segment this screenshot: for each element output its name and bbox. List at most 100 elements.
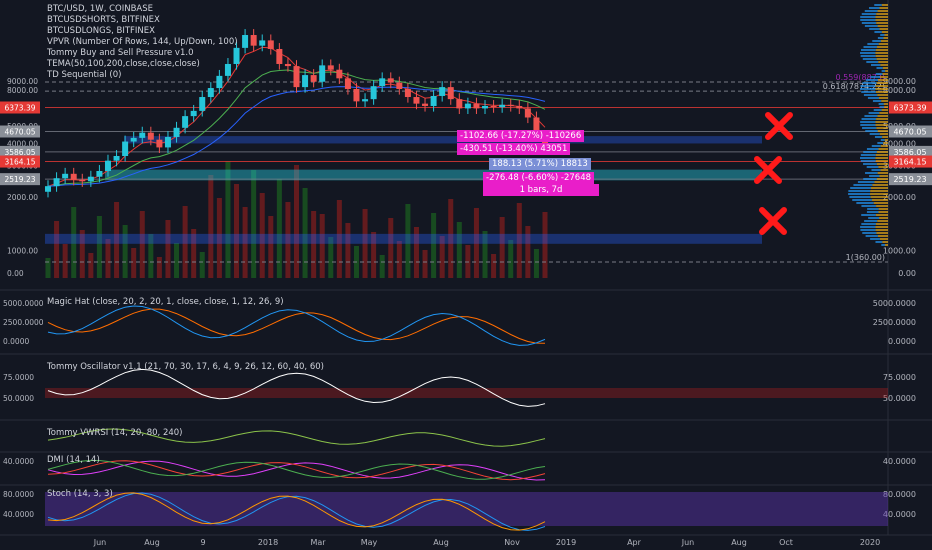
- pane-title-stoch[interactable]: Stoch (14, 3, 3): [47, 489, 113, 499]
- vpvr-bar: [863, 94, 878, 96]
- legend-tema[interactable]: TEMA(50,100,200,close,close,close): [47, 59, 200, 69]
- stoch-line: [47, 492, 546, 531]
- price-axis-label: 0.00: [898, 269, 916, 278]
- vpvr-bar: [879, 112, 888, 114]
- candle-body: [482, 105, 489, 109]
- measure-label-2[interactable]: -430.51 (-13.40%) 43051: [457, 143, 571, 155]
- measure-label-4[interactable]: -276.48 (-6.60%) -27648: [483, 172, 595, 184]
- pane-title-tommy-osc[interactable]: Tommy Oscillator v1.1 (21, 70, 30, 17, 6…: [47, 362, 324, 372]
- vpvr-bar: [878, 61, 888, 63]
- vpvr-bar: [857, 181, 875, 183]
- vpvr-bar: [879, 175, 888, 177]
- vpvr-bar: [870, 190, 888, 192]
- vpvr-bar: [875, 157, 888, 159]
- volume-bar: [533, 249, 539, 278]
- candle-body: [224, 63, 231, 76]
- vpvr-bar: [878, 211, 888, 213]
- candle-body: [156, 139, 163, 148]
- candle-body: [422, 103, 429, 106]
- time-axis-label: Nov: [504, 538, 520, 547]
- pane-title-dmi[interactable]: DMI (14, 14): [47, 455, 100, 465]
- vpvr-bar: [877, 94, 888, 96]
- measure-label-1[interactable]: -1102.66 (-17.27%) -110266: [457, 130, 585, 142]
- volume-bar: [362, 209, 368, 278]
- vpvr-bar: [862, 127, 877, 129]
- vpvr-bar: [861, 214, 876, 216]
- candle-body: [130, 137, 137, 142]
- volume-bar: [156, 257, 162, 278]
- vpvr-bar: [880, 139, 885, 141]
- fib-label: 0.559(8873): [835, 73, 885, 82]
- candle-body: [139, 132, 146, 138]
- vpvr-bar: [875, 55, 888, 57]
- volume-bar: [431, 213, 437, 278]
- candle-body: [387, 78, 394, 83]
- price-tag-label: 3586.05: [893, 148, 926, 157]
- pane-title-magic-hat[interactable]: Magic Hat (close, 20, 2, 20, 1, close, c…: [47, 297, 284, 307]
- legend-longs[interactable]: BTCUSDLONGS, BITFINEX: [47, 26, 155, 36]
- left-axis-label: 8000.00: [7, 86, 38, 95]
- dmi-line: [47, 460, 546, 481]
- left-axis-label: 9000.00: [7, 77, 38, 86]
- pane-axis-label: 50.0000: [883, 394, 916, 403]
- candle-body: [173, 127, 180, 137]
- candle-body: [524, 108, 531, 118]
- volume-bar: [268, 216, 274, 278]
- vpvr-bar: [876, 46, 888, 48]
- stoch-line: [47, 492, 546, 531]
- vpvr-bar: [881, 31, 888, 33]
- pane-axis-label: 2500.0000: [873, 318, 916, 327]
- legend-td[interactable]: TD Sequential (0): [47, 70, 122, 80]
- vpvr-bar: [880, 169, 888, 171]
- vpvr-bar: [860, 85, 876, 87]
- vpvr-bar: [848, 190, 871, 192]
- vpvr-bar: [875, 124, 888, 126]
- time-axis-label: May: [361, 538, 378, 547]
- vpvr-bar: [875, 73, 883, 75]
- measure-label-5[interactable]: 1 bars, 7d: [483, 184, 599, 196]
- legend-symbol[interactable]: BTC/USD, 1W, COINBASE: [47, 4, 154, 14]
- left-axis-label: 1000.00: [7, 246, 38, 255]
- vpvr-bar: [871, 169, 881, 171]
- vpvr-bar: [876, 118, 888, 120]
- vpvr-bar: [853, 184, 873, 186]
- pane-axis-label: 80.0000: [883, 490, 916, 499]
- price-tag-label-left: 4670.05: [4, 128, 35, 137]
- vpvr-bar: [882, 67, 888, 69]
- vpvr-bar: [883, 37, 888, 39]
- legend-vpvr[interactable]: VPVR (Number Of Rows, 144, Up/Down, 100): [47, 37, 238, 47]
- legend-shorts[interactable]: BTCUSDSHORTS, BITFINEX: [47, 15, 160, 25]
- vpvr-bar: [856, 202, 874, 204]
- vpvr-bar: [860, 88, 876, 90]
- measure-label-3[interactable]: 188.13 (5.71%) 18813: [489, 158, 591, 170]
- volume-bar: [242, 207, 248, 278]
- price-tag: [889, 155, 932, 168]
- volume-bar: [422, 250, 428, 278]
- price-tag-label: 4670.05: [893, 128, 926, 137]
- candle-body: [456, 99, 463, 109]
- pane-title-vwrsi[interactable]: Tommy VWRSI (14, 20, 80, 240): [47, 428, 183, 438]
- candle-body: [199, 97, 206, 111]
- left-axis-label: 4000.00: [7, 139, 38, 148]
- candle-body: [70, 173, 77, 180]
- vpvr-bar: [863, 151, 877, 153]
- volume-bar: [525, 226, 531, 278]
- vpvr-bar: [877, 25, 888, 27]
- time-axis-label: Aug: [433, 538, 449, 547]
- price-tag-label: 2519.23: [893, 175, 926, 184]
- legend-tommy-bsp[interactable]: Tommy Buy and Sell Pressure v1.0: [47, 48, 194, 58]
- vpvr-bar: [880, 34, 885, 36]
- vpvr-bar: [878, 103, 884, 105]
- volume-bar: [259, 193, 265, 278]
- vpvr-bar: [870, 238, 880, 240]
- vpvr-bar: [867, 208, 879, 210]
- candle-body: [490, 105, 497, 108]
- pane-axis-label: 75.0000: [883, 373, 916, 382]
- candle-body: [353, 88, 360, 102]
- vpvr-bar: [860, 157, 876, 159]
- vpvr-bar: [876, 232, 888, 234]
- candle-body: [147, 132, 154, 140]
- vpvr-bar: [875, 52, 888, 54]
